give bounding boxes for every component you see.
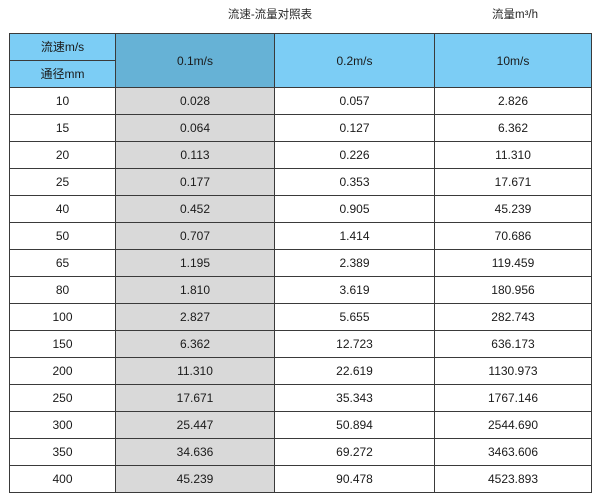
cell-v2: 35.343 [274,384,435,412]
table-row: 10 0.028 0.057 2.826 [9,87,592,115]
cell-v3: 3463.606 [434,438,592,466]
cell-v2: 0.057 [274,87,435,115]
cell-dn: 65 [9,249,116,277]
cell-v1: 6.362 [115,330,275,358]
cell-v1: 0.177 [115,168,275,196]
cell-v3: 636.173 [434,330,592,358]
cell-v1: 0.707 [115,222,275,250]
table-row: 20 0.113 0.226 11.310 [9,141,592,169]
table-row: 25 0.177 0.353 17.671 [9,168,592,196]
table-row: 15 0.064 0.127 6.362 [9,114,592,142]
cell-v3: 119.459 [434,249,592,277]
cell-v2: 90.478 [274,465,435,493]
cell-dn: 40 [9,195,116,223]
cell-dn: 15 [9,114,116,142]
cell-v3: 2.826 [434,87,592,115]
header-row-top: 流速m/s 0.1m/s 0.2m/s 10m/s [9,33,592,88]
cell-v3: 180.956 [434,276,592,304]
cell-v2: 0.353 [274,168,435,196]
cell-v2: 5.655 [274,303,435,331]
cell-v3: 1767.146 [434,384,592,412]
cell-v1: 2.827 [115,303,275,331]
cell-v2: 0.905 [274,195,435,223]
cell-v2: 0.226 [274,141,435,169]
table-body: 流速m/s 0.1m/s 0.2m/s 10m/s 通径mm 10 0.028 … [9,33,592,493]
table-row: 350 34.636 69.272 3463.606 [9,438,592,466]
flow-rate-table: 流速m/s 0.1m/s 0.2m/s 10m/s 通径mm 10 0.028 … [9,33,592,493]
cell-dn: 80 [9,276,116,304]
cell-v1: 0.452 [115,195,275,223]
table-row: 50 0.707 1.414 70.686 [9,222,592,250]
cell-v1: 1.195 [115,249,275,277]
cell-v3: 45.239 [434,195,592,223]
cell-v2: 1.414 [274,222,435,250]
cell-v2: 69.272 [274,438,435,466]
cell-v3: 11.310 [434,141,592,169]
cell-v2: 12.723 [274,330,435,358]
cell-dn: 50 [9,222,116,250]
corner-header-velocity: 流速m/s [9,33,116,61]
table-row: 40 0.452 0.905 45.239 [9,195,592,223]
cell-dn: 20 [9,141,116,169]
cell-v1: 25.447 [115,411,275,439]
cell-v2: 0.127 [274,114,435,142]
cell-v3: 6.362 [434,114,592,142]
cell-v3: 282.743 [434,303,592,331]
cell-v1: 0.028 [115,87,275,115]
cell-v1: 34.636 [115,438,275,466]
cell-v2: 2.389 [274,249,435,277]
cell-v3: 4523.893 [434,465,592,493]
cell-v2: 22.619 [274,357,435,385]
table-row: 150 6.362 12.723 636.173 [9,330,592,358]
cell-dn: 10 [9,87,116,115]
corner-header-diameter: 通径mm [9,60,116,88]
cell-v1: 17.671 [115,384,275,412]
cell-v3: 70.686 [434,222,592,250]
cell-v1: 11.310 [115,357,275,385]
cell-dn: 200 [9,357,116,385]
cell-v3: 2544.690 [434,411,592,439]
table-row: 300 25.447 50.894 2544.690 [9,411,592,439]
cell-v2: 3.619 [274,276,435,304]
flow-unit-label: 流量m³/h [492,9,538,21]
caption-strip: 流速-流量对照表 流量m³/h [0,0,600,32]
cell-v1: 1.810 [115,276,275,304]
cell-dn: 350 [9,438,116,466]
cell-dn: 250 [9,384,116,412]
table-row: 250 17.671 35.343 1767.146 [9,384,592,412]
column-header-2: 10m/s [434,33,592,88]
cell-dn: 400 [9,465,116,493]
cell-v3: 17.671 [434,168,592,196]
page-title: 流速-流量对照表 [227,9,313,21]
column-header-0: 0.1m/s [115,33,275,88]
table-row: 65 1.195 2.389 119.459 [9,249,592,277]
cell-dn: 25 [9,168,116,196]
column-header-1: 0.2m/s [274,33,435,88]
cell-v3: 1130.973 [434,357,592,385]
table-row: 400 45.239 90.478 4523.893 [9,465,592,493]
flow-table-container: 流速m/s 0.1m/s 0.2m/s 10m/s 通径mm 10 0.028 … [9,33,592,493]
cell-v1: 0.113 [115,141,275,169]
cell-dn: 300 [9,411,116,439]
cell-v1: 0.064 [115,114,275,142]
table-row: 100 2.827 5.655 282.743 [9,303,592,331]
cell-v2: 50.894 [274,411,435,439]
cell-v1: 45.239 [115,465,275,493]
cell-dn: 100 [9,303,116,331]
table-row: 200 11.310 22.619 1130.973 [9,357,592,385]
table-row: 80 1.810 3.619 180.956 [9,276,592,304]
cell-dn: 150 [9,330,116,358]
